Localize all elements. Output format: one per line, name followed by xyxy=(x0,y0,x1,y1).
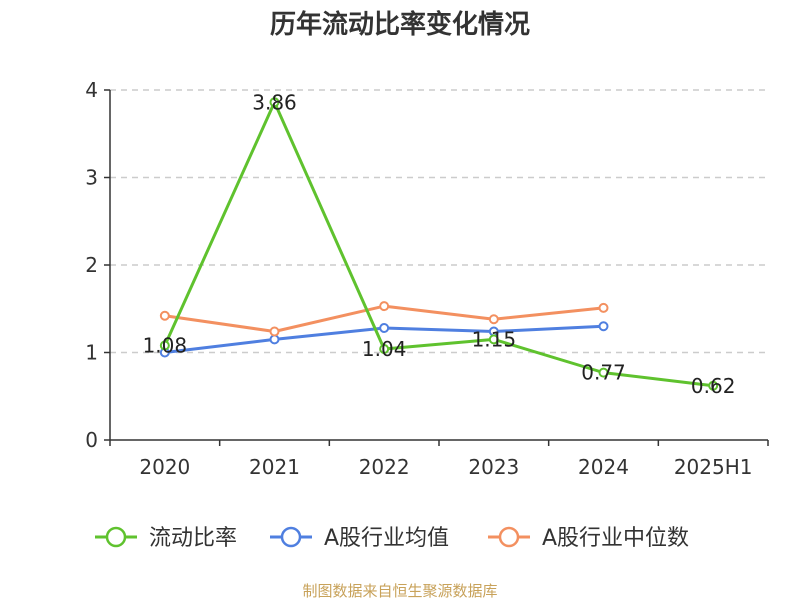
data-point xyxy=(598,321,609,332)
data-point xyxy=(269,97,280,108)
data-label: 0.62 xyxy=(691,374,736,398)
x-tick-label: 2024 xyxy=(578,455,629,479)
data-point xyxy=(708,380,719,391)
x-tick-label: 2020 xyxy=(139,455,190,479)
x-tick-label: 2023 xyxy=(468,455,519,479)
data-point xyxy=(598,367,609,378)
data-label: 1.08 xyxy=(143,334,188,358)
data-point xyxy=(379,323,390,333)
data-point xyxy=(379,301,390,312)
series-line xyxy=(163,100,714,388)
data-point xyxy=(269,326,280,337)
legend-label: A股行业均值 xyxy=(324,526,449,551)
x-tick-label: 2021 xyxy=(249,455,300,479)
axes: 0 1 2 3 4 2020 2021 2022 2023 2024 2025H1 xyxy=(85,78,769,479)
data-label: 1.04 xyxy=(362,337,407,361)
data-label: 3.86 xyxy=(252,90,297,114)
data-point xyxy=(269,334,280,345)
x-tick-label: 2022 xyxy=(359,455,410,479)
legend-label: 流动比率 xyxy=(149,526,237,551)
data-point xyxy=(379,344,390,354)
series xyxy=(159,97,719,391)
legend-label: A股行业中位数 xyxy=(542,526,689,551)
y-tick-label: 4 xyxy=(85,78,98,102)
data-label: 0.77 xyxy=(581,361,626,385)
data-labels: 1.08 3.86 1.04 1.15 0.77 0.62 xyxy=(143,90,736,398)
legend-marker xyxy=(105,526,127,548)
y-tick-label: 0 xyxy=(85,428,98,452)
y-tick-label: 1 xyxy=(85,341,98,365)
legend: 流动比率 A股行业均值 A股行业中位数 xyxy=(95,526,689,551)
data-point xyxy=(159,340,170,351)
source-note: 制图数据来自恒生聚源数据库 xyxy=(302,582,497,600)
legend-marker xyxy=(498,526,520,548)
y-tick-label: 3 xyxy=(85,166,98,190)
data-label: 1.15 xyxy=(472,327,517,351)
data-point xyxy=(159,310,170,321)
legend-marker xyxy=(280,526,302,548)
x-tick-label: 2025H1 xyxy=(674,455,753,479)
data-point xyxy=(488,334,499,345)
chart-title: 历年流动比率变化情况 xyxy=(270,9,530,40)
data-point xyxy=(488,314,499,325)
data-point xyxy=(598,302,609,313)
y-tick-label: 2 xyxy=(85,253,98,277)
